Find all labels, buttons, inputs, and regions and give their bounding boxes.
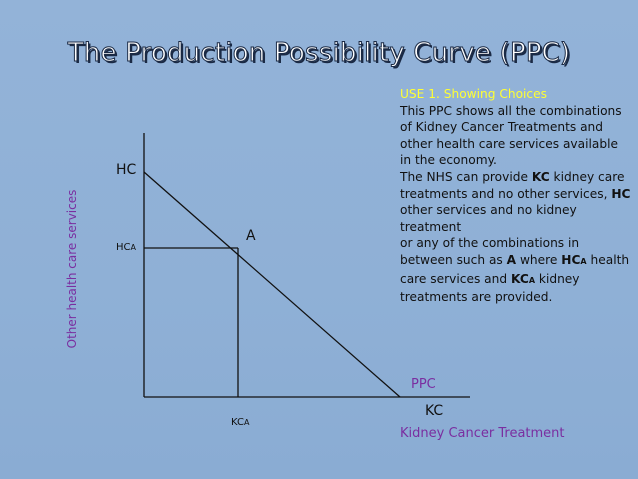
hc-intercept-label: HC (116, 162, 137, 178)
note-heading: USE 1. Showing Choices (400, 87, 547, 101)
note-paragraph-3: or any of the combinations in between su… (400, 236, 630, 305)
hca-label: HCA (116, 242, 136, 253)
explanation-text: USE 1. Showing Choices This PPC shows al… (400, 86, 632, 306)
ppc-curve (143, 171, 401, 398)
kc-intercept-label: KC (425, 403, 444, 419)
ppc-curve-label: PPC (411, 377, 436, 392)
point-a-label: A (246, 228, 256, 244)
note-paragraph-1: This PPC shows all the combinations of K… (400, 103, 622, 168)
slide-title: The Production Possibility Curve (PPC) (67, 38, 571, 69)
x-axis-label: Kidney Cancer Treatment (400, 426, 565, 441)
y-axis-label: Other health care services (65, 189, 79, 349)
kca-label: KCA (231, 417, 250, 428)
note-paragraph-2: The NHS can provide KC kidney care treat… (400, 169, 631, 234)
